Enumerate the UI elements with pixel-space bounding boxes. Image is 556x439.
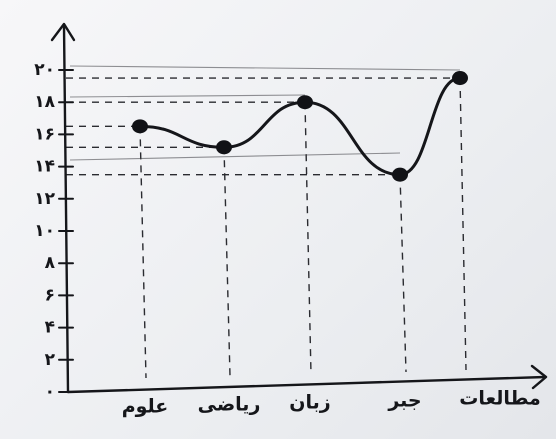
series [132, 71, 468, 182]
axes [50, 22, 548, 394]
vertical-guide [139, 126, 147, 379]
y-tick-label: ۲۰ [34, 60, 55, 80]
data-point [132, 119, 148, 134]
y-tick-label: ۴ [45, 318, 55, 338]
data-point [297, 95, 313, 110]
y-tick-label: ۱۰ [34, 221, 55, 241]
data-point [392, 167, 408, 182]
y-tick-label: ۶ [45, 285, 55, 305]
vertical-guide [399, 174, 407, 373]
x-category-labels: علوم ریاضی زبان جبر مطالعات [122, 388, 541, 418]
paper-rule-line [69, 65, 461, 71]
x-axis-arrow [530, 364, 548, 390]
x-category-label: زبان [289, 392, 330, 414]
x-category-label: مطالعات [459, 388, 541, 410]
y-axis [62, 24, 70, 394]
paper-rule-line [69, 152, 401, 161]
y-tick-label: ۱۴ [34, 157, 55, 177]
guide-lines [66, 65, 467, 379]
y-tick-label: ۱۸ [34, 92, 55, 112]
x-category-label: علوم [122, 396, 169, 418]
series-line [138, 76, 462, 177]
vertical-guide [223, 147, 231, 377]
vertical-guide [304, 102, 312, 375]
y-tick-label: ۱۶ [34, 124, 55, 144]
x-category-label: ریاضی [198, 394, 261, 416]
y-tick-label: ۲ [45, 350, 56, 370]
y-axis-arrow [50, 22, 76, 42]
y-tick-label: ۱۲ [34, 189, 55, 209]
y-tick-label: ۸ [45, 253, 56, 273]
data-point [452, 71, 468, 86]
data-point [216, 140, 232, 155]
x-category-label: جبر [387, 390, 421, 412]
y-tick-label: ۰ [45, 382, 55, 402]
vertical-guide [459, 78, 467, 371]
paper-rule-line [69, 94, 306, 98]
x-axis [66, 375, 547, 394]
y-ticks: ۰ ۲ ۴ ۶ ۸ ۱۰ ۱۲ ۱۴ ۱۶ ۱۸ ۲۰ [34, 60, 74, 402]
